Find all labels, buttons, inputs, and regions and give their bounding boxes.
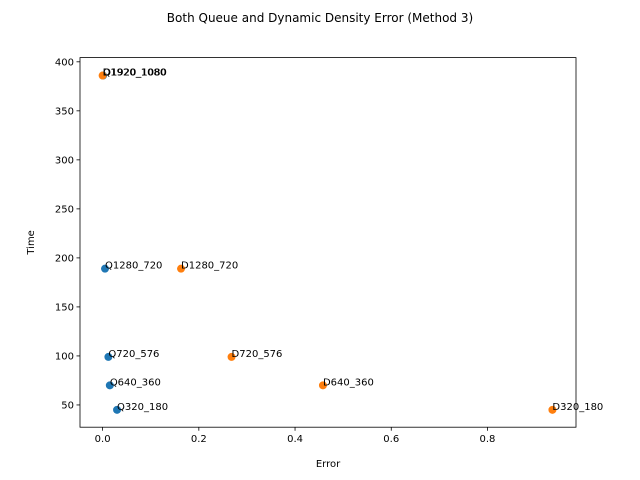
data-point	[101, 264, 110, 273]
data-point	[113, 405, 122, 414]
y-tick-label: 150	[55, 302, 74, 313]
series-0	[99, 71, 122, 414]
point-label: D640_360	[323, 377, 374, 388]
series-1	[98, 71, 557, 414]
x-tick-label: 0.2	[191, 434, 207, 445]
point-label: Q320_180	[117, 402, 168, 413]
plot-frame	[79, 57, 577, 428]
x-tick-label: 0.0	[95, 434, 111, 445]
y-tick-label: 100	[55, 351, 74, 362]
x-tick-label: 0.8	[480, 434, 496, 445]
y-axis-label: Time	[26, 230, 37, 255]
x-tick-label: 0.4	[287, 434, 303, 445]
x-axis-ticks: 0.0 0.2 0.4 0.6 0.8	[95, 427, 496, 445]
point-label: Q1920_1080	[103, 68, 167, 79]
y-tick-label: 250	[55, 204, 74, 215]
point-label: Q640_360	[110, 377, 161, 388]
y-axis-ticks: 50 100 150 200 250 300 350 400	[55, 57, 80, 411]
y-tick-label: 200	[55, 253, 74, 264]
data-point	[177, 264, 186, 273]
point-label: D1920_1080	[103, 68, 167, 79]
plot-points: Q1920_1080 Q1280_720 Q720_576 Q640_360 Q320_…	[98, 68, 603, 414]
point-label: D1280_720	[181, 261, 238, 272]
y-tick-label: 350	[55, 106, 74, 117]
y-tick-label: 400	[55, 57, 74, 68]
data-point	[105, 381, 114, 390]
y-tick-label: 50	[61, 400, 74, 411]
chart-title: Both Queue and Dynamic Density Error (Me…	[167, 11, 473, 25]
data-point	[548, 405, 557, 414]
point-label: D720_576	[232, 349, 283, 360]
point-label: Q720_576	[108, 349, 159, 360]
point-label: D320_180	[552, 402, 603, 413]
x-tick-label: 0.6	[383, 434, 399, 445]
y-tick-label: 300	[55, 155, 74, 166]
x-axis-label: Error	[316, 459, 341, 470]
data-point	[104, 352, 113, 361]
point-label: Q1280_720	[105, 261, 162, 272]
data-point	[318, 381, 327, 390]
data-point	[227, 352, 236, 361]
data-point	[98, 71, 107, 80]
